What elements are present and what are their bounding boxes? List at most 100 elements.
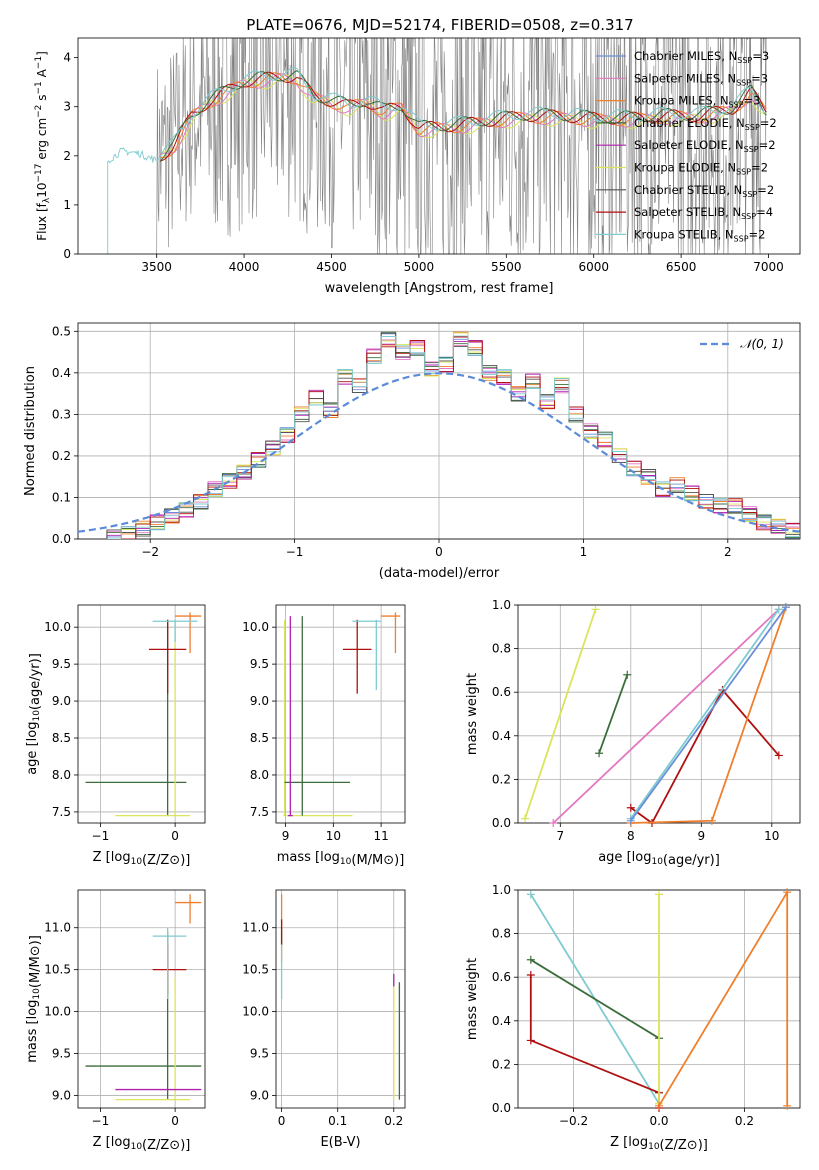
y-tick-label: 0.0	[492, 816, 511, 830]
y-tick-label: 9.0	[250, 694, 269, 708]
weight-marker-chabrier_elodie	[595, 749, 604, 758]
legend-entry-normal: 𝒩(0, 1)	[740, 337, 784, 351]
x-axis-label: wavelength [Angstrom, rest frame]	[325, 281, 554, 296]
legend-entry-chabrier_elodie: Chabrier ELODIE, NSSP=2	[634, 116, 777, 132]
histogram-salpeter_stelib	[106, 336, 800, 539]
x-tick-label: 6500	[666, 260, 697, 274]
y-tick-label: 8.5	[52, 731, 71, 745]
x-tick-label: 4500	[316, 260, 347, 274]
x-tick-label: 2	[724, 545, 732, 559]
y-axis-label: age [log10(age/yr)]	[25, 653, 43, 775]
model-uv	[107, 147, 157, 254]
mass_vs_ebv-panel: 0 0.1 0.2 9.0 9.5 10.0 10.5 11.0 E(B-V)	[242, 889, 406, 1150]
axes-frame	[77, 889, 206, 1109]
y-tick-label: 9.5	[250, 657, 269, 671]
x-tick-label: 5500	[491, 260, 522, 274]
weight-line-chabrier_elodie	[598, 674, 629, 754]
y-tick-label: 0.0	[492, 1101, 511, 1115]
y-axis-label: Normed distribution	[23, 366, 38, 496]
x-axis-label: age [log10(age/yr)]	[598, 850, 720, 868]
age_vs_mass-panel: 9 10 11 7.5 8.0 8.5 9.0 9.5 10.0 mass [log10(M/M⊙…	[242, 604, 406, 868]
x-tick-label: 7000	[753, 260, 784, 274]
y-tick-label: 10.5	[242, 963, 269, 977]
y-tick-label: 0.6	[492, 685, 511, 699]
legend-entry-salpeter_miles: Salpeter MILES, NSSP=3	[634, 71, 768, 87]
x-tick-label: 0.2	[735, 1114, 754, 1128]
x-tick-label: 7	[556, 829, 564, 843]
y-tick-label: 9.5	[52, 1047, 71, 1061]
y-tick-label: 9.5	[52, 657, 71, 671]
histogram-kroupa_stelib	[106, 335, 800, 539]
weight-marker-chabrier_elodie	[623, 670, 632, 679]
y-tick-label: 11.0	[242, 921, 269, 935]
weight-marker-salpeter_stelib	[626, 803, 635, 812]
x-axis-label: Z [log10(Z/Z⊙)]	[93, 850, 191, 868]
x-tick-label: 10	[326, 829, 341, 843]
y-tick-label: 0.2	[492, 1057, 511, 1071]
y-tick-label: 9.0	[52, 694, 71, 708]
x-tick-label: 0.1	[328, 1114, 347, 1128]
x-axis-label: E(B-V)	[320, 1135, 360, 1150]
weight-line-salpeter_stelib	[529, 975, 660, 1108]
weight_vs_Z-panel: −0.2 0.0 0.2 0.0 0.2 0.4 0.6 0.8 1.0 Z [log10(Z/Z…	[465, 883, 801, 1153]
y-tick-label: 8.5	[250, 731, 269, 745]
y-tick-label: 11.0	[44, 921, 71, 935]
y-tick-label: 0.0	[52, 532, 71, 546]
x-tick-label: −0.2	[559, 1114, 588, 1128]
weight-marker-chabrier_miles	[626, 816, 635, 825]
y-tick-label: 0.2	[492, 772, 511, 786]
x-tick-label: −2	[141, 545, 159, 559]
x-tick-label: 8	[627, 829, 635, 843]
y-tick-label: 4	[63, 51, 71, 65]
x-tick-label: 0	[171, 829, 179, 843]
age_vs_Z-panel: −1 0 7.5 8.0 8.5 9.0 9.5 10.0 Z [log10(Z/Z⊙)] age…	[25, 604, 206, 868]
weight-marker-kroupa_elodie	[521, 814, 530, 823]
x-tick-label: 1	[580, 545, 588, 559]
y-tick-label: 3	[63, 100, 71, 114]
y-tick-label: 1.0	[492, 598, 511, 612]
residuals-panel: −2 −1 0 1 2 0.0 0.1 0.2 0.3 0.4 0.5 (data-model)/er…	[23, 322, 801, 581]
y-tick-label: 9.5	[250, 1047, 269, 1061]
y-tick-label: 2	[63, 149, 71, 163]
weight-marker-kroupa_elodie	[591, 605, 600, 614]
x-tick-label: 0.0	[649, 1114, 668, 1128]
y-tick-label: 0.4	[492, 1014, 511, 1028]
x-tick-label: 6000	[578, 260, 609, 274]
y-tick-label: 10.0	[44, 620, 71, 634]
weight-line-salpeter_miles	[552, 608, 780, 824]
x-tick-label: 0	[171, 1114, 179, 1128]
weight-marker-salpeter_stelib	[526, 971, 535, 980]
x-tick-label: 11	[373, 829, 388, 843]
x-axis-label: mass [log10(M/M⊙)]	[277, 850, 405, 868]
weight-marker-kroupa_elodie	[655, 890, 663, 899]
x-tick-label: 5000	[404, 260, 435, 274]
x-tick-label: 10	[764, 829, 779, 843]
x-tick-label: 9	[697, 829, 705, 843]
weight-line-chabrier_miles	[630, 606, 787, 822]
y-tick-label: 0.2	[52, 449, 71, 463]
weight-marker-kroupa_miles	[783, 1101, 792, 1110]
weight-marker-chabrier_miles	[781, 603, 790, 612]
x-axis-label: Z [log10(Z/Z⊙)]	[93, 1135, 191, 1153]
model-line-kroupa_stelib	[156, 67, 766, 163]
weight-marker-chabrier_elodie	[526, 955, 535, 964]
x-tick-label: 4000	[229, 260, 260, 274]
residuals-plot-area	[78, 331, 800, 539]
model-line-kroupa_miles	[160, 72, 767, 158]
legend-entry-chabrier_stelib: Chabrier STELIB, NSSP=2	[634, 183, 774, 199]
observed-spectrum	[156, 38, 767, 254]
y-axis-label: Flux [fλ10−17 erg cm−2 s−1 A−1]	[34, 51, 52, 241]
y-tick-label: 1	[63, 198, 71, 212]
weight-line-kroupa_miles	[658, 888, 789, 1107]
normal-curve	[78, 372, 800, 533]
y-tick-label: 8.0	[52, 768, 71, 782]
legend-entry-kroupa_elodie: Kroupa ELODIE, NSSP=2	[634, 161, 768, 177]
y-tick-label: 9.0	[52, 1088, 71, 1102]
y-tick-label: 0.8	[492, 927, 511, 941]
y-tick-label: 10.0	[242, 620, 269, 634]
y-tick-label: 1.0	[492, 883, 511, 897]
y-tick-label: 0	[63, 247, 71, 261]
spectrum-plot-area	[107, 38, 767, 254]
y-tick-label: 9.0	[250, 1088, 269, 1102]
